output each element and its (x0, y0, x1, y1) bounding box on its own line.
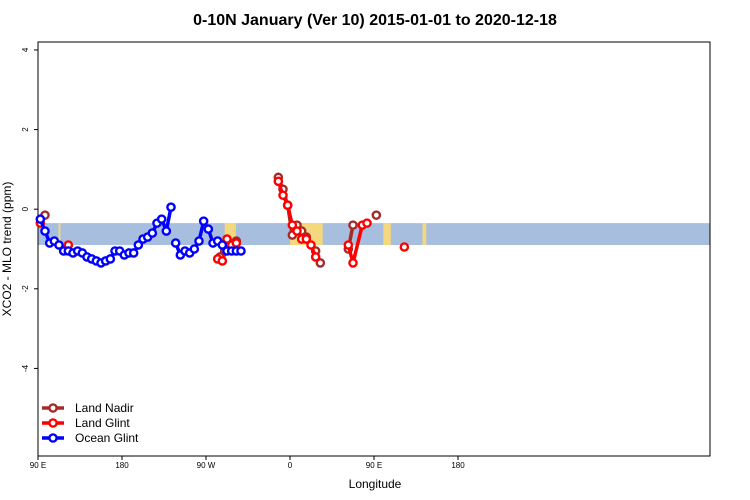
land-patch (383, 223, 391, 246)
y-tick-label: -2 (21, 285, 30, 293)
legend-label: Ocean Glint (75, 431, 139, 445)
data-point (161, 226, 172, 236)
data-point (128, 248, 139, 258)
legend-label: Land Glint (75, 416, 130, 430)
chart-title: 0-10N January (Ver 10) 2015-01-01 to 202… (193, 12, 557, 29)
data-point (170, 238, 181, 248)
data-point (133, 240, 144, 250)
data-point (371, 210, 382, 220)
legend-item: Land Glint (42, 416, 130, 430)
data-point (35, 214, 46, 224)
data-point (301, 234, 312, 244)
y-tick-label: 0 (21, 206, 30, 211)
data-point (217, 240, 228, 250)
data-point (156, 214, 167, 224)
data-point (203, 224, 214, 234)
data-point (147, 228, 158, 238)
data-point (348, 220, 358, 230)
data-point (166, 202, 176, 213)
x-axis: 90 E 180 90 W 0 90 E 180 (30, 456, 465, 470)
legend-item: Land Nadir (42, 401, 134, 415)
data-point (362, 218, 372, 228)
y-tick-label: 2 (21, 127, 30, 132)
x-axis-label: Longitude (349, 477, 402, 491)
land-patch (58, 223, 61, 246)
legend-swatch-marker (48, 403, 58, 413)
data-point (306, 240, 316, 250)
data-point (194, 236, 204, 246)
series-layer (35, 172, 410, 268)
data-point (198, 216, 209, 226)
y-tick-label: 4 (21, 47, 30, 52)
series-ocean-glint (35, 202, 246, 268)
data-point (348, 258, 358, 268)
data-point (287, 220, 298, 230)
x-tick-label: 0 (288, 461, 293, 470)
data-point (292, 226, 302, 236)
data-point (315, 258, 326, 268)
legend-swatch-marker (48, 418, 58, 428)
data-point (273, 176, 284, 187)
x-tick-label: 180 (451, 461, 465, 470)
x-tick-label: 90 W (197, 461, 216, 470)
data-point (399, 242, 410, 252)
legend-label: Land Nadir (75, 401, 134, 415)
land-patch (422, 223, 427, 246)
data-point (343, 240, 354, 250)
x-tick-label: 90 E (30, 461, 46, 470)
data-point (40, 226, 50, 236)
data-point (105, 254, 116, 264)
y-tick-label: -4 (21, 364, 30, 372)
data-point (189, 244, 200, 254)
data-point (54, 240, 64, 250)
data-point (231, 238, 242, 248)
data-point (236, 246, 246, 256)
data-point (282, 200, 293, 211)
data-point (310, 252, 321, 262)
legend-swatch-marker (48, 433, 58, 443)
y-axis: 4 2 0 -2 -4 (21, 47, 38, 372)
series-land-nadir (40, 172, 382, 268)
x-tick-label: 180 (115, 461, 129, 470)
y-axis-label: XCO2 - MLO trend (ppm) (0, 182, 14, 317)
data-point (278, 190, 288, 201)
legend-item: Ocean Glint (42, 431, 139, 445)
land-patch (224, 223, 236, 246)
data-point (222, 234, 232, 244)
data-point (217, 256, 228, 266)
x-tick-label: 90 E (366, 461, 382, 470)
